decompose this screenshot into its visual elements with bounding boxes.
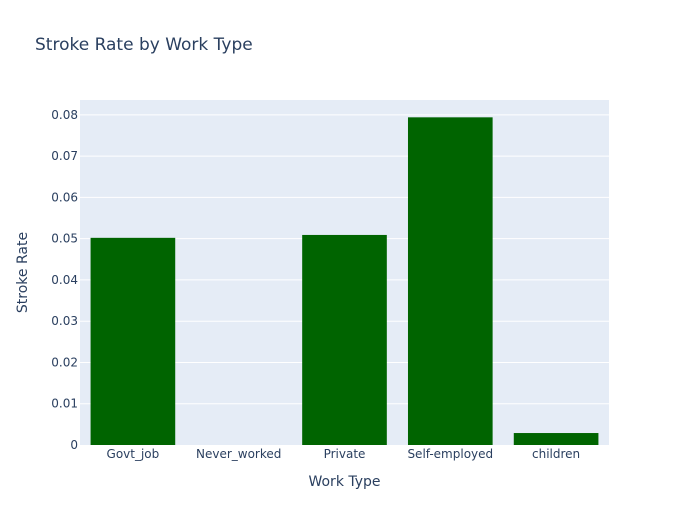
y-tick-label: 0.01: [51, 397, 78, 411]
bar-govt-job: [90, 237, 176, 445]
x-tick-label: Self-employed: [407, 447, 493, 461]
x-axis-ticks: Govt_job Never_worked Private Self-employed…: [107, 447, 581, 461]
x-tick-label: Private: [324, 447, 366, 461]
chart-title: Stroke Rate by Work Type: [35, 35, 253, 55]
y-tick-label: 0.02: [51, 355, 78, 369]
y-axis-title: Stroke Rate: [15, 232, 31, 313]
x-tick-label: Never_worked: [196, 447, 281, 461]
y-tick-label: 0.03: [51, 314, 78, 328]
bars: [90, 117, 599, 446]
y-tick-label: 0.08: [51, 108, 78, 122]
y-tick-label: 0.07: [51, 149, 78, 163]
bar-private: [302, 234, 387, 445]
y-axis-ticks: 0 0.01 0.02 0.03 0.04 0.05 0.06 0.07 0.08: [51, 108, 78, 452]
x-tick-label: Govt_job: [107, 447, 160, 461]
y-tick-label: 0.05: [51, 232, 78, 246]
y-tick-label: 0: [70, 438, 78, 452]
y-tick-label: 0.06: [51, 190, 78, 204]
bar-children: [513, 433, 599, 445]
y-tick-label: 0.04: [51, 273, 78, 287]
bar-self-employed: [407, 117, 493, 446]
x-tick-label: children: [532, 447, 580, 461]
x-axis-title: Work Type: [308, 474, 380, 490]
